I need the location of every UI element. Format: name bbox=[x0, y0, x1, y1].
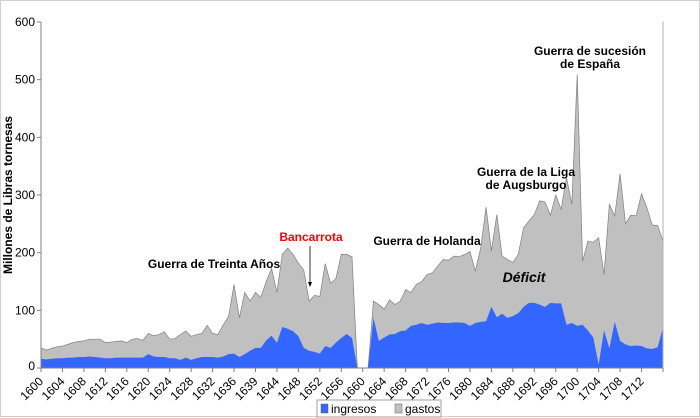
x-tick-label: 1700 bbox=[554, 374, 583, 403]
legend-label-ingresos: ingresos bbox=[331, 402, 376, 416]
x-tick-label: 1712 bbox=[618, 374, 647, 403]
y-axis-label: Millones de Libras tornesas bbox=[1, 116, 15, 274]
y-tick-label: 200 bbox=[15, 246, 35, 260]
annotation-bancarrota: Bancarrota bbox=[279, 230, 343, 244]
x-tick-label: 1668 bbox=[382, 374, 411, 403]
y-tick-label: 0 bbox=[28, 359, 35, 373]
area-gastos bbox=[40, 74, 664, 369]
x-tick-label: 1696 bbox=[532, 374, 561, 403]
y-tick-label: 400 bbox=[15, 130, 35, 144]
x-tick-label: 1636 bbox=[210, 374, 239, 403]
x-tick-label: 1708 bbox=[596, 374, 625, 403]
bancarrota-arrowhead bbox=[308, 282, 312, 287]
x-tick-label: 1676 bbox=[425, 374, 454, 403]
x-tick-label: 1612 bbox=[82, 374, 111, 403]
x-tick-label: 1648 bbox=[275, 374, 304, 403]
annotation-sucesion-2: de España bbox=[560, 57, 620, 71]
x-tick-label: 1652 bbox=[296, 374, 325, 403]
x-tick-label: 1672 bbox=[403, 374, 432, 403]
area-ingresos bbox=[41, 302, 663, 368]
x-tick-label: 1684 bbox=[468, 374, 497, 403]
y-tick-label: 300 bbox=[15, 188, 35, 202]
x-tick-label: 1704 bbox=[575, 374, 604, 403]
legend-swatch-gastos bbox=[394, 403, 403, 414]
annotation-holanda: Guerra de Holanda bbox=[373, 234, 481, 248]
x-tick-label: 1624 bbox=[146, 374, 175, 403]
x-tick-label: 1604 bbox=[39, 374, 68, 403]
legend: ingresos gastos bbox=[316, 399, 442, 418]
x-tick-label: 1608 bbox=[60, 374, 89, 403]
y-tick-label: 500 bbox=[15, 73, 35, 87]
annotation-deficit: Déficit bbox=[503, 269, 547, 285]
x-tick-label: 1616 bbox=[103, 374, 132, 403]
y-tick-label: 600 bbox=[15, 15, 35, 29]
legend-label-gastos: gastos bbox=[405, 402, 440, 416]
annotation-sucesion-1: Guerra de sucesión bbox=[534, 44, 646, 58]
x-tick-label: 1639 bbox=[232, 374, 261, 403]
x-tick-label: 1664 bbox=[361, 374, 390, 403]
x-tick-label: 1628 bbox=[167, 374, 196, 403]
x-tick-label: 1656 bbox=[318, 374, 347, 403]
x-tick-label: 1692 bbox=[511, 374, 540, 403]
x-tick-label: 1680 bbox=[446, 374, 475, 403]
y-tick-label: 100 bbox=[15, 303, 35, 317]
legend-swatch-ingresos bbox=[320, 403, 329, 414]
annotation-treinta: Guerra de Treinta Años bbox=[148, 257, 281, 271]
annotation-augsburgo-1: Guerra de la Liga bbox=[477, 165, 575, 179]
annotation-augsburgo-2: de Augsburgo bbox=[486, 178, 567, 192]
x-tick-label: 1620 bbox=[125, 374, 154, 403]
x-tick-label: 1688 bbox=[489, 374, 518, 403]
x-tick-label: 1600 bbox=[17, 374, 46, 403]
x-tick-label: 1644 bbox=[253, 374, 282, 403]
x-tick-label: 1660 bbox=[339, 374, 368, 403]
x-tick-label: 1632 bbox=[189, 374, 218, 403]
